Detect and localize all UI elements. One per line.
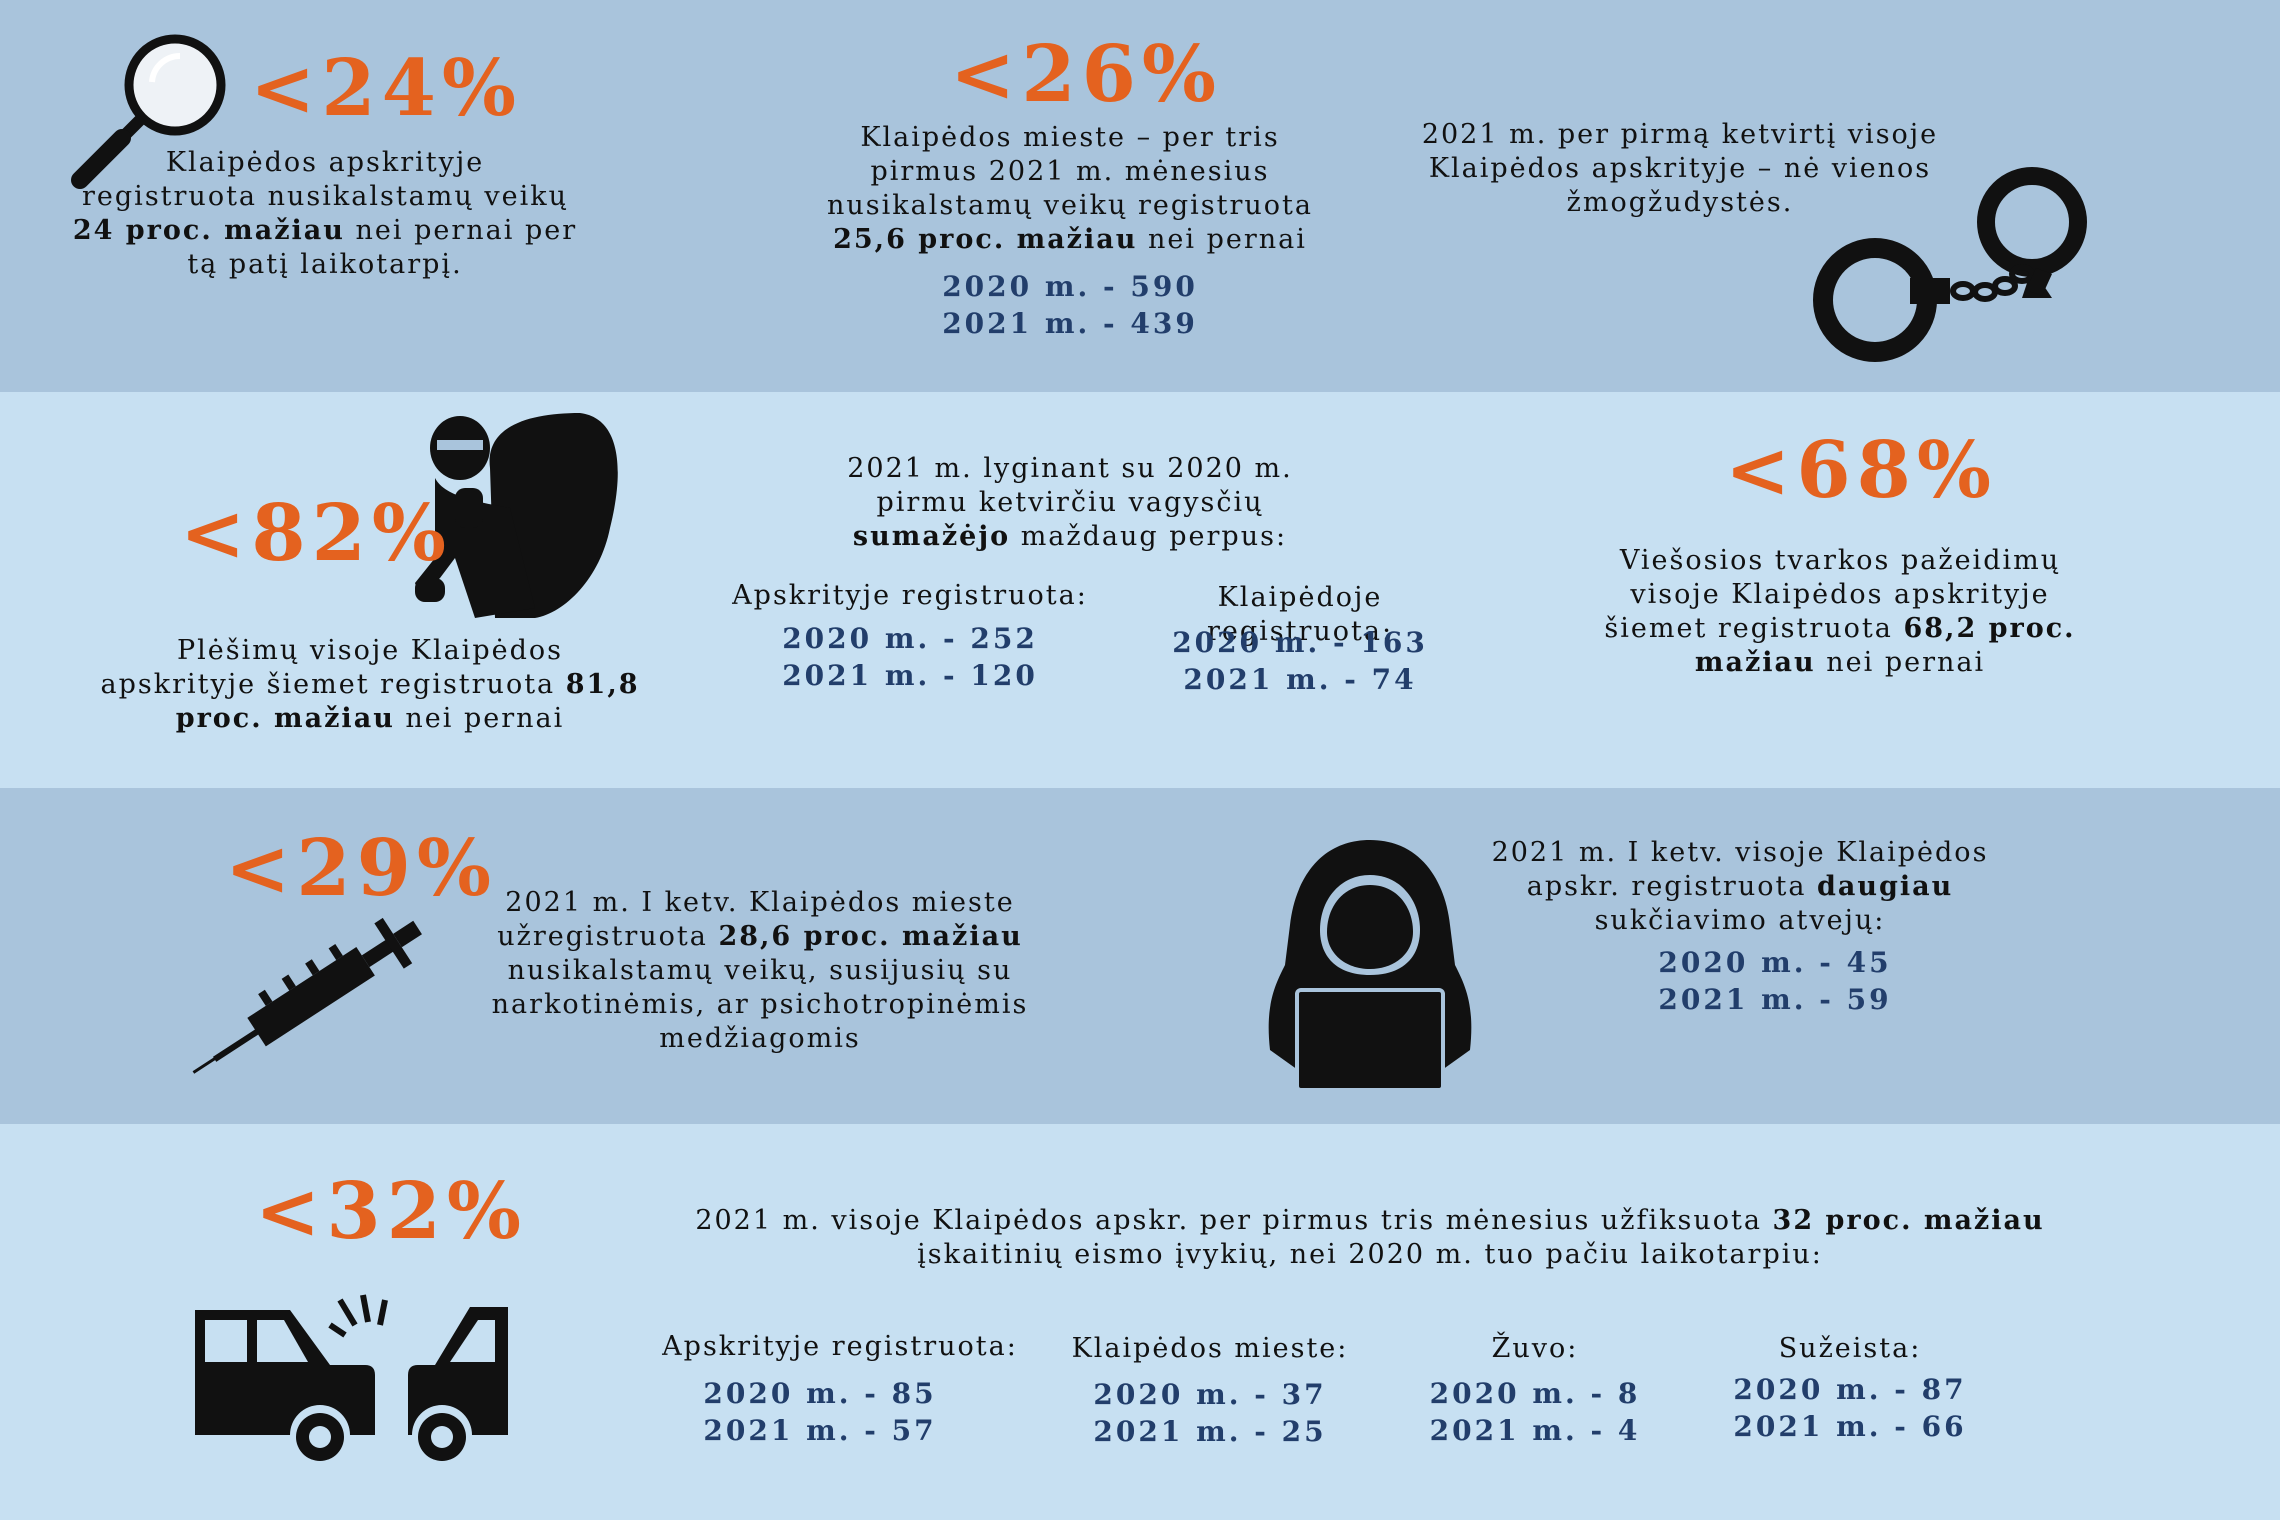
label-killed: Žuvo: [1491,1333,1579,1364]
stat-line: 2021 m. - 4 [1429,1414,1641,1447]
stats-injured: 2020 m. - 87 2021 m. - 66 [1700,1371,2000,1445]
band-1 [0,0,2280,392]
line: visoje Klaipėdos apskrityje [1630,579,2050,610]
line: nusikalstamų veikų registruota [827,190,1313,221]
hacker-icon [1268,840,1472,1092]
label-city: Klaipėdoje registruota: [1206,582,1394,647]
line: sumažėjo maždaug perpus: [852,521,1288,552]
percent-68: <68% [1725,425,1998,516]
line: tą patį laikotarpį. [187,249,463,280]
line: nusikalstamų veikų, susijusių su [507,955,1013,986]
stat-line: 2020 m. - 37 [1093,1378,1327,1411]
stats-city-traffic: 2020 m. - 37 2021 m. - 25 [1040,1376,1380,1450]
line: Klaipėdos apskrityje – nė vienos [1428,153,1932,184]
car-crash-icon [195,1294,508,1461]
stat-line: 2021 m. - 59 [1658,983,1892,1016]
text-city-crimes: Klaipėdos mieste – per tris pirmus 2021 … [800,121,1340,257]
percent-29: <29% [225,823,498,914]
stat-line: 2020 m. - 45 [1658,946,1892,979]
label-injured: Sužeista: [1778,1333,1922,1364]
line: Klaipėdos mieste – per tris [860,122,1280,153]
line: mažiau nei pernai [1694,647,1986,678]
stat-line: 2021 m. - 120 [782,659,1038,692]
stats-city-crimes: 2020 m. - 590 2021 m. - 439 [900,268,1240,342]
line: proc. mažiau nei pernai [175,703,565,734]
stats-county-traffic: 2020 m. - 85 2021 m. - 57 [650,1375,990,1449]
thief-icon [415,413,618,618]
magnifier-icon [71,34,226,189]
line: narkotinėmis, ar psichotropinėmis [491,989,1029,1020]
line: 2021 m. I ketv. visoje Klaipėdos [1491,837,1989,868]
stats-city-thefts: 2020 m. - 163 2021 m. - 74 [1130,624,1470,698]
text-robberies: Plėšimų visoje Klaipėdos apskrityje šiem… [100,634,640,736]
percent-24: <24% [250,43,523,134]
band-2 [0,392,2280,788]
line: įskaitinių eismo įvykių, nei 2020 m. tuo… [917,1239,1823,1270]
stats-killed: 2020 m. - 8 2021 m. - 4 [1395,1375,1675,1449]
stat-line: 2020 m. - 87 [1733,1373,1967,1406]
text-narcotics: 2021 m. I ketv. Klaipėdos mieste užregis… [480,886,1040,1056]
line: 25,6 proc. mažiau nei pernai [833,224,1307,255]
line: pirmus 2021 m. mėnesius [870,156,1270,187]
text-fraud: 2021 m. I ketv. visoje Klaipėdos apskr. … [1460,836,2020,938]
text-public-order: Viešosios tvarkos pažeidimų visoje Klaip… [1570,544,2110,680]
stat-line: 2020 m. - 8 [1429,1377,1641,1410]
label-city: Klaipėdos mieste: [1071,1333,1349,1364]
stat-line: 2021 m. - 74 [1183,663,1417,696]
stat-line: 2020 m. - 590 [942,270,1198,303]
text-traffic: 2021 m. visoje Klaipėdos apskr. per pirm… [600,1204,2140,1272]
stat-line: 2021 m. - 66 [1733,1410,1967,1443]
line: šiemet registruota 68,2 proc. [1604,613,2076,644]
line: pirmu ketvirčiu vagysčių [876,487,1264,518]
text-thefts: 2021 m. lyginant su 2020 m. pirmu ketvir… [800,452,1340,554]
percent-82: <82% [180,488,453,579]
line: 2021 m. visoje Klaipėdos apskr. per pirm… [695,1205,2045,1236]
handcuffs-icon [1813,167,2087,362]
line: apskrityje šiemet registruota 81,8 [100,669,640,700]
line: medžiagomis [659,1023,861,1054]
label-county: Apskrityje registruota: [732,580,1088,611]
percent-32: <32% [255,1166,528,1257]
line: Plėšimų visoje Klaipėdos [177,635,563,666]
stat-line: 2020 m. - 163 [1172,626,1428,659]
stat-line: 2021 m. - 57 [703,1414,937,1447]
line: 2021 m. per pirmą ketvirtį visoje [1421,119,1939,150]
text-no-homicides: 2021 m. per pirmą ketvirtį visoje Klaipė… [1400,118,1960,220]
stat-line: 2020 m. - 252 [782,622,1038,655]
stat-line: 2021 m. - 439 [942,307,1198,340]
line: apskr. registruota daugiau [1526,871,1954,902]
stats-county-thefts: 2020 m. - 252 2021 m. - 120 [740,620,1080,694]
line: užregistruota 28,6 proc. mažiau [497,921,1023,952]
stat-line: 2021 m. - 25 [1093,1415,1327,1448]
stats-fraud: 2020 m. - 45 2021 m. - 59 [1605,944,1945,1018]
line: Klaipėdos apskrityje [165,147,485,178]
line: registruota nusikalstamų veikų [82,181,568,212]
line: 2021 m. I ketv. Klaipėdos mieste [505,887,1015,918]
line: 24 proc. mažiau nei pernai per [72,215,578,246]
line: žmogžudystės. [1566,187,1794,218]
percent-26: <26% [950,29,1223,120]
syringe-icon [192,917,422,1074]
text-registered-crimes: Klaipėdos apskrityje registruota nusikal… [60,146,590,282]
line: sukčiavimo atvejų: [1594,905,1886,936]
line: 2021 m. lyginant su 2020 m. [847,453,1293,484]
line: Viešosios tvarkos pažeidimų [1619,545,2061,576]
stat-line: 2020 m. - 85 [703,1377,937,1410]
label-county: Apskrityje registruota: [662,1331,1018,1362]
